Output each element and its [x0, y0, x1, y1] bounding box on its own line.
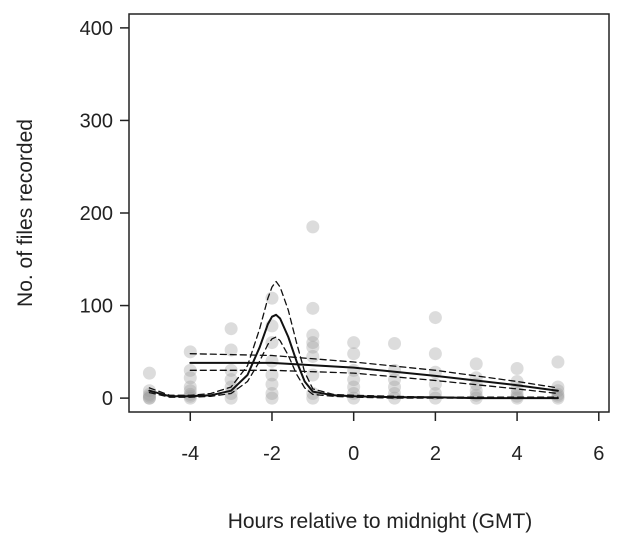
data-point [306, 301, 320, 315]
y-tick-label: 300 [80, 110, 113, 132]
data-point [224, 322, 238, 336]
data-point [183, 345, 197, 359]
smooth-fit-lower-line [148, 336, 559, 399]
trend-upper-line [189, 353, 559, 389]
y-tick-label: 100 [80, 296, 113, 318]
plot-frame [128, 13, 610, 413]
data-point [388, 363, 402, 377]
data-point [306, 328, 320, 342]
data-point [510, 389, 524, 403]
x-tick-label: 2 [430, 443, 441, 465]
data-point [265, 336, 279, 350]
trend-line [189, 361, 559, 392]
data-point [347, 380, 361, 394]
data-point [142, 391, 156, 405]
data-point [347, 391, 361, 405]
x-axis: -4 -2 0 2 4 6 [181, 412, 604, 465]
data-point [142, 366, 156, 380]
data-point [183, 380, 197, 394]
data-point [265, 354, 279, 368]
data-point [388, 337, 402, 351]
data-point [306, 349, 320, 363]
data-point [428, 347, 442, 361]
y-axis: 0 100 200 300 400 [80, 18, 129, 410]
data-point [224, 391, 238, 405]
data-point [183, 371, 197, 385]
data-points [142, 220, 565, 405]
smooth-fit-line [148, 313, 559, 400]
data-point [265, 386, 279, 400]
data-point [224, 343, 238, 357]
y-tick-label: 0 [102, 388, 113, 410]
x-tick-label: -4 [181, 443, 199, 465]
data-point [306, 336, 320, 350]
x-tick-label: 0 [348, 443, 359, 465]
data-point [347, 336, 361, 350]
trend-lower-line [189, 369, 559, 395]
x-tick-label: 4 [512, 443, 523, 465]
data-point [306, 386, 320, 400]
data-point [469, 384, 483, 398]
data-point [142, 391, 156, 405]
x-tick-label: -2 [263, 443, 281, 465]
data-point [551, 355, 565, 369]
data-point [469, 357, 483, 371]
data-point [306, 391, 320, 405]
y-tick-label: 400 [80, 18, 113, 40]
smooth-fit-upper-line [148, 280, 559, 398]
data-point [428, 377, 442, 391]
y-axis-title: No. of files recorded [14, 119, 37, 307]
x-tick-label: 6 [593, 443, 604, 465]
data-point [347, 347, 361, 361]
data-point [388, 380, 402, 394]
data-point [265, 377, 279, 391]
data-point [306, 340, 320, 354]
data-point [428, 311, 442, 325]
data-point [306, 220, 320, 234]
data-point [510, 361, 524, 375]
fit-lines [148, 280, 559, 400]
data-point [183, 384, 197, 398]
x-axis-title: Hours relative to midnight (GMT) [228, 510, 533, 533]
data-point [265, 368, 279, 382]
data-point [347, 373, 361, 387]
data-point [265, 391, 279, 405]
data-point [183, 391, 197, 405]
y-tick-label: 200 [80, 203, 113, 225]
